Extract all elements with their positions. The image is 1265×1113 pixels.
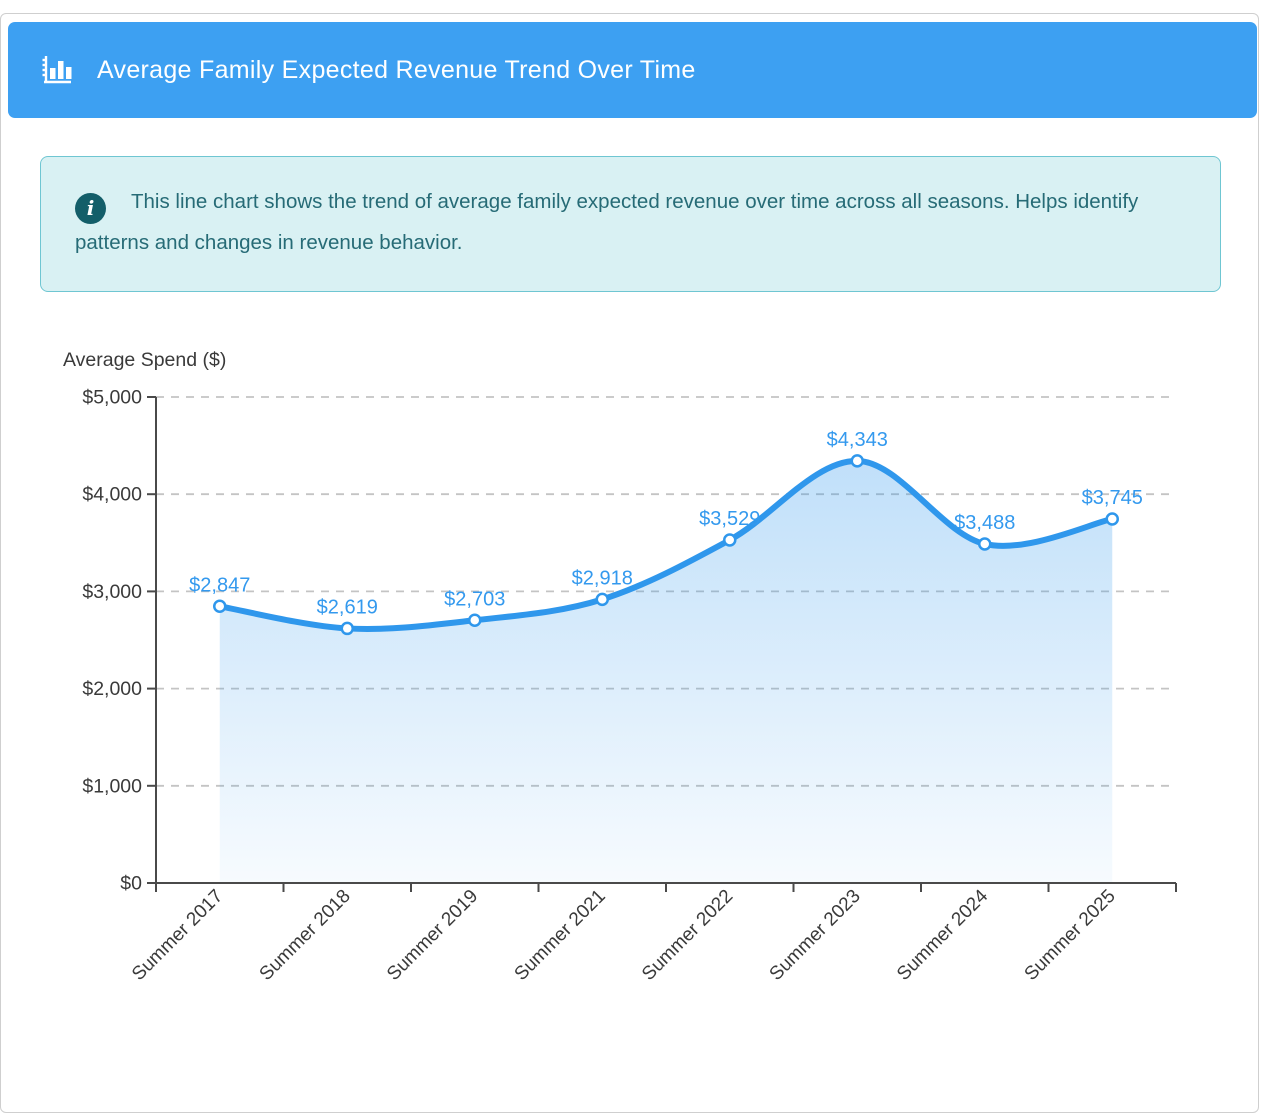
page-title: Average Family Expected Revenue Trend Ov… [97,55,696,84]
data-point-marker[interactable] [468,613,482,628]
data-point-label: $2,703 [444,588,505,610]
trend-line [216,457,1116,632]
x-tick-label: Summer 2025 [1021,886,1120,985]
data-point-label: $2,918 [572,567,633,589]
data-point-marker[interactable] [978,537,992,551]
y-tick-label: $1,000 [82,775,142,797]
info-icon: i [75,192,106,224]
y-tick-label: $3,000 [82,581,142,603]
x-tick-label: Summer 2017 [128,886,227,985]
x-tick-label: Summer 2021 [511,886,610,985]
data-point-label: $2,847 [189,574,250,596]
data-point-marker[interactable] [850,454,864,468]
x-tick-label: Summer 2023 [766,886,865,985]
data-point-marker[interactable] [1105,512,1119,526]
chart-card: Average Family Expected Revenue Trend Ov… [0,13,1259,1113]
x-tick-label: Summer 2019 [383,886,482,985]
x-tick-label: Summer 2018 [256,886,355,985]
data-point-marker[interactable] [723,533,737,547]
revenue-trend-line-chart: $0 $1,000 $2,000 $3,000 $4,000 $5,000 Average … [63,349,1177,985]
data-point-label: $3,745 [1082,487,1143,509]
x-tick-label: Summer 2022 [638,886,737,985]
y-tick-label: $0 [120,873,142,895]
y-tick-label: $4,000 [82,484,142,506]
area-fill [219,460,1113,883]
data-point-label: $4,343 [827,429,888,451]
data-point-label: $3,529 [699,508,760,530]
info-banner-text: This line chart shows the trend of avera… [75,190,1139,254]
data-point-marker[interactable] [340,621,354,636]
y-axis-title: Average Spend ($) [63,349,226,371]
data-point-marker[interactable] [213,599,227,614]
chart-area: $0 $1,000 $2,000 $3,000 $4,000 $5,000 Average … [1,330,1265,1044]
data-point-marker[interactable] [595,592,609,607]
bar-chart-icon [42,56,72,84]
data-point-label: $3,488 [954,512,1015,534]
y-tick-label: $5,000 [82,387,142,409]
y-tick-label: $2,000 [82,678,142,700]
info-banner: i This line chart shows the trend of aver… [40,156,1221,292]
data-point-label: $2,619 [317,596,378,618]
x-tick-label: Summer 2024 [893,885,993,985]
widget-header: Average Family Expected Revenue Trend Ov… [8,22,1257,118]
